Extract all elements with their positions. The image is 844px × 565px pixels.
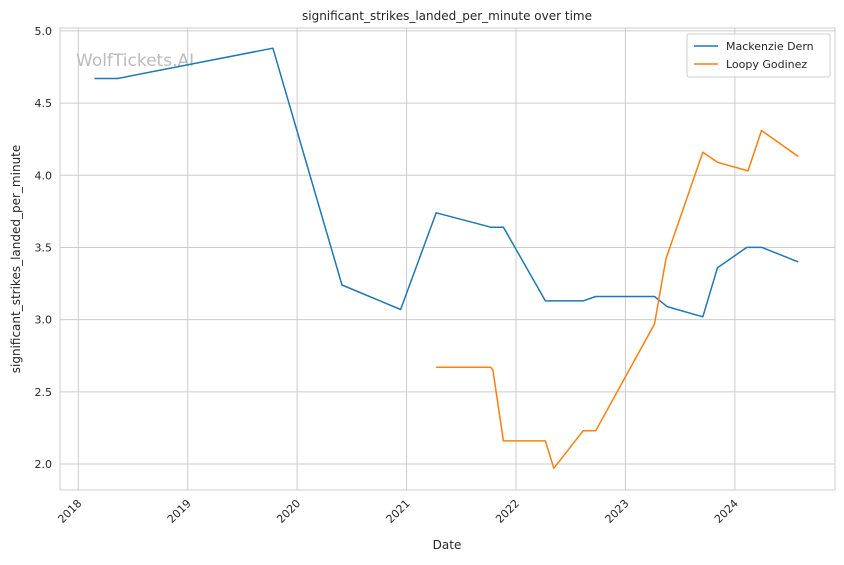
legend: Mackenzie Dern Loopy Godinez bbox=[687, 34, 830, 77]
y-tick-label: 5.0 bbox=[35, 25, 53, 38]
y-tick-label: 2.0 bbox=[35, 458, 53, 471]
y-tick-label: 4.0 bbox=[35, 169, 53, 182]
watermark: WolfTickets.AI bbox=[76, 51, 194, 71]
x-tick-label: 2019 bbox=[165, 497, 194, 526]
chart-title: significant_strikes_landed_per_minute ov… bbox=[302, 9, 592, 23]
x-tick-label: 2022 bbox=[493, 497, 522, 526]
x-axis-label: Date bbox=[433, 538, 462, 552]
y-axis-label: significant_strikes_landed_per_minute bbox=[9, 145, 23, 374]
x-tick-label: 2018 bbox=[55, 497, 84, 526]
x-tick-label: 2021 bbox=[384, 497, 413, 526]
x-tick-label: 2020 bbox=[274, 497, 303, 526]
plot-area bbox=[60, 28, 835, 490]
x-tick-label: 2024 bbox=[712, 497, 741, 526]
y-tick-label: 2.5 bbox=[35, 386, 53, 399]
y-tick-label: 4.5 bbox=[35, 97, 53, 110]
y-tick-label: 3.0 bbox=[35, 314, 53, 327]
y-tick-label: 3.5 bbox=[35, 241, 53, 254]
legend-label-dern: Mackenzie Dern bbox=[726, 40, 814, 53]
x-tick-label: 2023 bbox=[603, 497, 632, 526]
legend-label-godinez: Loopy Godinez bbox=[726, 58, 807, 71]
